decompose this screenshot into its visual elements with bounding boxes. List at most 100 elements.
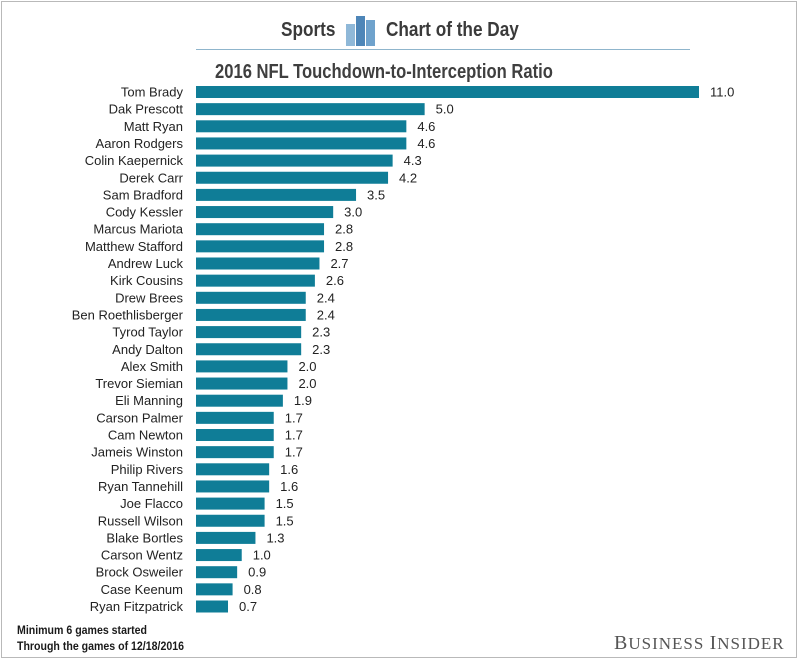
bar xyxy=(196,206,334,219)
value-label: 2.3 xyxy=(312,325,330,340)
category-label: Matt Ryan xyxy=(124,119,183,134)
bar xyxy=(196,223,325,236)
value-label: 1.5 xyxy=(276,513,294,528)
value-label: 1.9 xyxy=(294,393,312,408)
value-label: 1.5 xyxy=(276,496,294,511)
bar xyxy=(196,394,283,407)
category-label: Aaron Rodgers xyxy=(96,136,184,151)
value-label: 11.0 xyxy=(710,85,734,100)
business-insider-logo: BUSINESS INSIDER xyxy=(614,632,785,655)
brand-initial-i: I xyxy=(709,632,718,654)
bar xyxy=(196,171,389,184)
category-label: Cam Newton xyxy=(108,428,183,443)
category-label: Drew Brees xyxy=(115,290,183,305)
brand-word-insider: NSIDER xyxy=(717,634,785,653)
value-label: 3.5 xyxy=(367,187,385,202)
chart-title: 2016 NFL Touchdown-to-Interception Ratio xyxy=(215,61,553,83)
bar xyxy=(196,463,270,476)
value-label: 2.6 xyxy=(326,273,344,288)
value-label: 4.6 xyxy=(417,119,435,134)
value-label: 1.7 xyxy=(285,445,303,460)
category-label: Jameis Winston xyxy=(91,445,183,460)
bar xyxy=(196,291,306,304)
value-label: 1.0 xyxy=(253,548,271,563)
category-label: Ryan Fitzpatrick xyxy=(90,599,184,614)
bar xyxy=(196,343,302,356)
category-label: Cody Kessler xyxy=(106,205,184,220)
footnotes: Minimum 6 games started Through the game… xyxy=(17,623,184,655)
value-label: 1.7 xyxy=(285,410,303,425)
category-label: Andy Dalton xyxy=(112,342,183,357)
bar xyxy=(196,583,233,596)
category-label: Matthew Stafford xyxy=(85,239,183,254)
category-label: Kirk Cousins xyxy=(110,273,183,288)
value-label: 1.3 xyxy=(266,530,284,545)
header-divider xyxy=(196,49,690,50)
category-label: Marcus Mariota xyxy=(93,222,183,237)
value-label: 4.3 xyxy=(404,153,422,168)
bar-chart-icon xyxy=(346,16,375,46)
bar xyxy=(196,514,265,527)
bar xyxy=(196,377,288,390)
bar xyxy=(196,257,320,270)
value-label: 2.8 xyxy=(335,239,353,254)
bar xyxy=(196,308,306,321)
category-label: Carson Wentz xyxy=(101,548,183,563)
bar xyxy=(196,600,229,613)
bar xyxy=(196,446,274,459)
value-label: 0.7 xyxy=(239,599,257,614)
bar xyxy=(196,137,407,150)
brand-word-business: USINESS xyxy=(628,634,705,653)
header-chart-of-the-day-text: Chart of the Day xyxy=(386,19,519,41)
category-label: Carson Palmer xyxy=(96,410,183,425)
category-label: Brock Osweiler xyxy=(96,565,184,580)
category-label: Derek Carr xyxy=(119,170,183,185)
value-label: 4.6 xyxy=(417,136,435,151)
category-label: Eli Manning xyxy=(115,393,183,408)
value-label: 2.0 xyxy=(298,376,316,391)
value-label: 2.4 xyxy=(317,290,335,305)
value-label: 0.9 xyxy=(248,565,266,580)
bar xyxy=(196,274,315,287)
value-label: 2.4 xyxy=(317,307,335,322)
category-label: Tyrod Taylor xyxy=(112,325,183,340)
category-label: Andrew Luck xyxy=(108,256,184,271)
value-label: 1.7 xyxy=(285,428,303,443)
value-label: 4.2 xyxy=(399,170,417,185)
category-label: Tom Brady xyxy=(121,85,184,100)
bar xyxy=(196,531,256,544)
bar xyxy=(196,188,357,201)
category-label: Ben Roethlisberger xyxy=(72,307,184,322)
category-label: Ryan Tannehill xyxy=(98,479,183,494)
bar xyxy=(196,480,270,493)
bar xyxy=(196,360,288,373)
chart-header: Sports Chart of the Day xyxy=(2,10,798,50)
bar xyxy=(196,497,265,510)
value-label: 2.8 xyxy=(335,222,353,237)
category-label: Russell Wilson xyxy=(98,513,183,528)
header-sports-text: Sports xyxy=(281,19,336,41)
category-label: Dak Prescott xyxy=(109,102,184,117)
bar xyxy=(196,566,238,579)
bar xyxy=(196,429,274,441)
category-label: Philip Rivers xyxy=(111,462,184,477)
category-label: Colin Kaepernick xyxy=(85,153,184,168)
footnote-date: Through the games of 12/18/2016 xyxy=(17,641,184,653)
bar xyxy=(196,86,699,98)
value-label: 5.0 xyxy=(436,102,454,117)
brand-initial-b: B xyxy=(614,632,629,654)
bar xyxy=(196,326,302,339)
value-label: 2.3 xyxy=(312,342,330,357)
category-label: Joe Flacco xyxy=(120,496,183,511)
bar xyxy=(196,240,325,253)
value-label: 2.0 xyxy=(298,359,316,374)
category-label: Alex Smith xyxy=(121,359,183,374)
category-label: Sam Bradford xyxy=(103,187,183,202)
category-label: Blake Bortles xyxy=(106,530,183,545)
value-label: 1.6 xyxy=(280,479,298,494)
footnote-minimum-games: Minimum 6 games started xyxy=(17,625,147,637)
value-label: 3.0 xyxy=(344,205,362,220)
category-label: Case Keenum xyxy=(101,582,183,597)
